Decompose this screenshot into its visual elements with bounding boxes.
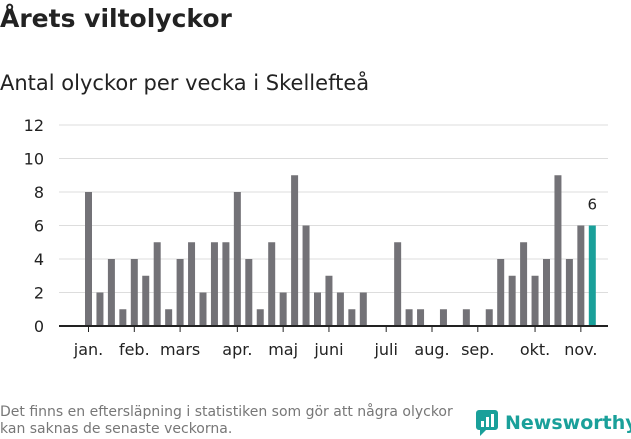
bar [153, 242, 161, 326]
bar [256, 309, 264, 326]
bar [394, 242, 402, 326]
x-tick-label: aug. [414, 340, 449, 359]
bar-highlight [588, 225, 596, 326]
bar [291, 175, 299, 326]
y-tick-label: 12 [24, 116, 44, 135]
data-label: 6 [588, 196, 598, 214]
bar [531, 275, 539, 326]
bar [165, 309, 173, 326]
bar [130, 259, 138, 326]
x-tick-label: feb. [119, 340, 150, 359]
bar [96, 292, 104, 326]
y-tick-label: 0 [34, 317, 44, 336]
bar [210, 242, 218, 326]
bar [85, 192, 92, 326]
x-tick-label: juli [373, 340, 397, 359]
bar [199, 292, 207, 326]
y-tick-label: 10 [24, 150, 44, 169]
bar [279, 292, 287, 326]
newsworthy-icon [476, 410, 498, 436]
bar [439, 309, 447, 326]
bar [142, 275, 150, 326]
x-tick-label: sep. [461, 340, 494, 359]
y-tick-label: 2 [34, 284, 44, 303]
bar [233, 192, 241, 326]
bar [520, 242, 528, 326]
y-tick-label: 6 [34, 217, 44, 236]
brand-logo[interactable]: Newsworthy [476, 408, 631, 438]
chart-title: Årets viltolyckor [0, 4, 232, 33]
bar [462, 309, 470, 326]
x-tick-label: juni [313, 340, 343, 359]
bar [245, 259, 253, 326]
bar [188, 242, 196, 326]
bar [107, 259, 115, 326]
x-tick-label: apr. [222, 340, 252, 359]
bar [485, 309, 493, 326]
y-tick-label: 4 [34, 250, 44, 269]
footnote: Det finns en eftersläpning i statistiken… [0, 404, 453, 437]
bar [302, 225, 310, 326]
bar [508, 275, 516, 326]
bar [176, 259, 184, 326]
bar-chart: 0 2 4 6 8 10 12 6 jan. feb. mars apr. maj juni juli aug… [24, 116, 608, 359]
bar [268, 242, 276, 326]
x-tick-label: nov. [564, 340, 597, 359]
y-tick-label: 8 [34, 183, 44, 202]
bar [405, 309, 413, 326]
bar [222, 242, 230, 326]
bar [314, 292, 321, 326]
bar [336, 292, 344, 326]
bar [325, 275, 333, 326]
bar [554, 175, 562, 326]
bar [417, 309, 425, 326]
brand-name: Newsworthy [505, 412, 631, 434]
bar [119, 309, 127, 326]
x-tick-label: maj [268, 340, 298, 359]
bar [348, 309, 356, 326]
bar [565, 259, 573, 326]
bar [543, 259, 550, 326]
bar [577, 225, 585, 326]
bar [359, 292, 367, 326]
bar [497, 259, 505, 326]
x-tick-label: okt. [520, 340, 550, 359]
x-tick-label: jan. [73, 340, 103, 359]
x-tick-label: mars [160, 340, 200, 359]
chart-subtitle: Antal olyckor per vecka i Skellefteå [0, 71, 370, 95]
